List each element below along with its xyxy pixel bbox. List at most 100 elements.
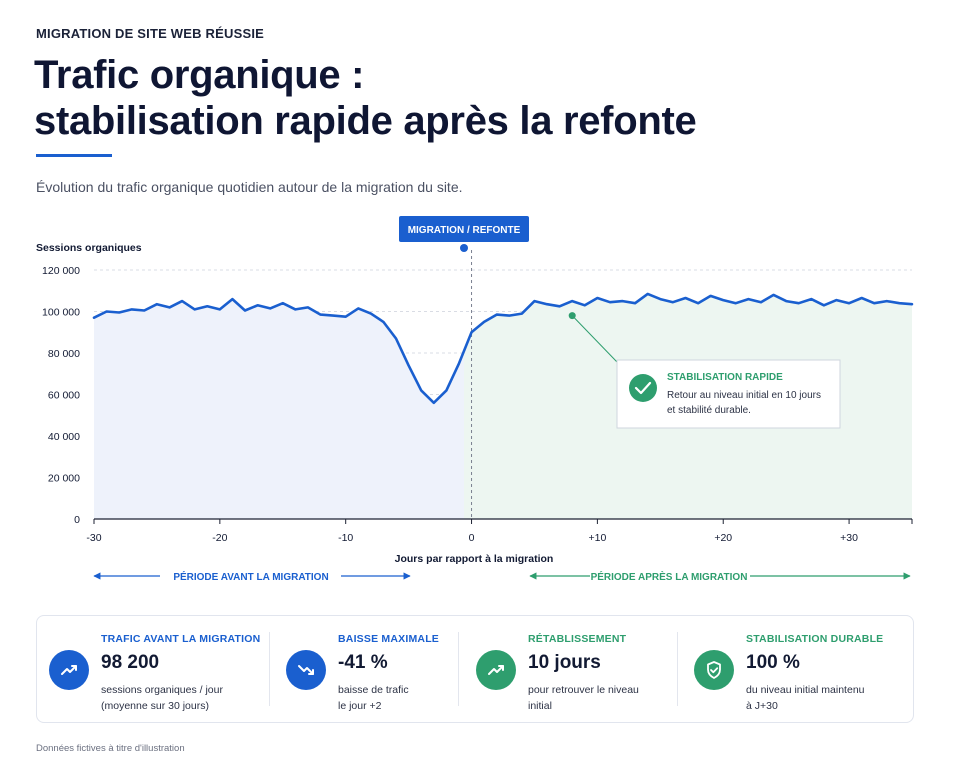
data-point: [886, 300, 888, 302]
data-point: [395, 337, 397, 339]
x-tick-label: +30: [840, 532, 858, 544]
data-point: [433, 402, 435, 404]
data-point: [118, 311, 120, 313]
kpi-description: sessions organiques / jour (moyenne sur 3…: [101, 684, 223, 712]
data-point: [659, 298, 661, 300]
x-tick-label: 0: [469, 532, 475, 544]
data-point: [898, 302, 900, 304]
y-tick-label: 100 000: [42, 307, 80, 319]
card-divider: [458, 632, 459, 706]
data-point: [760, 301, 762, 303]
chart: 0 20 000 40 000 60 000 80 000 100 000 120 000 -…: [36, 216, 914, 583]
data-point: [168, 306, 170, 308]
data-point: [571, 300, 573, 302]
data-point: [93, 317, 95, 319]
kpi-description: baisse de trafic le jour +2: [338, 684, 409, 712]
kpi-card-recovery: RÉTABLISSEMENT 10 jours pour retrouver l…: [464, 616, 676, 722]
period-before: PÉRIODE AVANT LA MIGRATION: [93, 570, 411, 583]
eyebrow: MIGRATION DE SITE WEB RÉUSSIE: [36, 26, 265, 41]
card-divider: [677, 632, 678, 706]
kpi-label: STABILISATION DURABLE: [746, 633, 884, 645]
data-point: [835, 299, 837, 301]
x-tick-label: -10: [338, 532, 353, 544]
title-line-1: Trafic organique :: [34, 53, 365, 97]
data-point: [445, 389, 447, 391]
data-point: [621, 300, 623, 302]
data-point: [533, 300, 535, 302]
kpi-cards: TRAFIC AVANT LA MIGRATION 98 200 session…: [36, 615, 914, 723]
callout-text-2: et stabilité durable.: [667, 405, 751, 416]
kpi-label: BAISSE MAXIMALE: [338, 633, 440, 645]
callout-anchor-point: [568, 312, 576, 320]
area-before-migration: [94, 299, 464, 519]
data-point: [709, 295, 711, 297]
data-point: [848, 302, 850, 304]
kpi-value: 100 %: [746, 652, 800, 673]
data-point: [156, 303, 158, 305]
x-tick-label: -20: [212, 532, 227, 544]
callout-stabilisation: STABILISATION RAPIDE Retour au niveau in…: [616, 359, 841, 429]
data-point: [558, 305, 560, 307]
migration-badge: MIGRATION / REFONTE: [399, 216, 529, 252]
data-point: [470, 331, 472, 333]
data-point: [546, 303, 548, 305]
data-point: [483, 321, 485, 323]
data-point: [911, 303, 913, 305]
x-axis-label: Jours par rapport à la migration: [395, 553, 554, 565]
data-point: [219, 308, 221, 310]
x-tick-label: +10: [588, 532, 606, 544]
data-point: [735, 302, 737, 304]
data-point: [873, 302, 875, 304]
kpi-card-stabilisation: STABILISATION DURABLE 100 % du niveau in…: [682, 616, 912, 722]
data-point: [810, 298, 812, 300]
kpi-value: -41 %: [338, 652, 388, 673]
data-point: [798, 302, 800, 304]
data-point: [307, 306, 309, 308]
data-point: [823, 304, 825, 306]
data-point: [105, 310, 107, 312]
callout-text-1: Retour au niveau initial en 10 jours: [667, 390, 821, 401]
y-tick-label: 60 000: [48, 390, 80, 402]
y-tick-label: 80 000: [48, 348, 80, 360]
kpi-card-before: TRAFIC AVANT LA MIGRATION 98 200 session…: [37, 616, 269, 722]
x-tick-label: -30: [86, 532, 101, 544]
data-point: [722, 299, 724, 301]
y-tick-label: 120 000: [42, 265, 80, 277]
data-point: [584, 304, 586, 306]
data-point: [697, 302, 699, 304]
data-point: [407, 364, 409, 366]
data-point: [672, 301, 674, 303]
data-point: [647, 293, 649, 295]
y-tick-label: 40 000: [48, 431, 80, 443]
x-tick-label: +20: [714, 532, 732, 544]
trend-down-icon: [286, 650, 326, 690]
callout-title: STABILISATION RAPIDE: [667, 372, 783, 383]
data-point: [143, 309, 145, 311]
data-point: [181, 300, 183, 302]
data-point: [193, 308, 195, 310]
migration-badge-box: [399, 216, 529, 242]
migration-badge-label: MIGRATION / REFONTE: [408, 225, 521, 236]
subtitle: Évolution du trafic organique quotidien …: [36, 179, 463, 195]
data-point: [282, 302, 284, 304]
axes: 0 20 000 40 000 60 000 80 000 100 000 120 000 -…: [42, 265, 913, 544]
kpi-label: RÉTABLISSEMENT: [528, 633, 627, 645]
data-point: [256, 304, 258, 306]
footnote: Données fictives à titre d'illustration: [36, 743, 185, 754]
data-point: [747, 298, 749, 300]
data-point: [370, 312, 372, 314]
data-point: [206, 305, 208, 307]
data-point: [294, 308, 296, 310]
data-point: [131, 308, 133, 310]
data-point: [496, 313, 498, 315]
data-point: [319, 313, 321, 315]
title-underline: [36, 154, 112, 157]
migration-badge-dot: [460, 244, 468, 252]
data-point: [609, 301, 611, 303]
period-after-label: PÉRIODE APRÈS LA MIGRATION: [591, 570, 748, 583]
kpi-description: pour retrouver le niveau initial: [528, 684, 639, 712]
data-point: [382, 321, 384, 323]
data-point: [596, 297, 598, 299]
data-point: [357, 307, 359, 309]
series-line: [92, 292, 914, 405]
